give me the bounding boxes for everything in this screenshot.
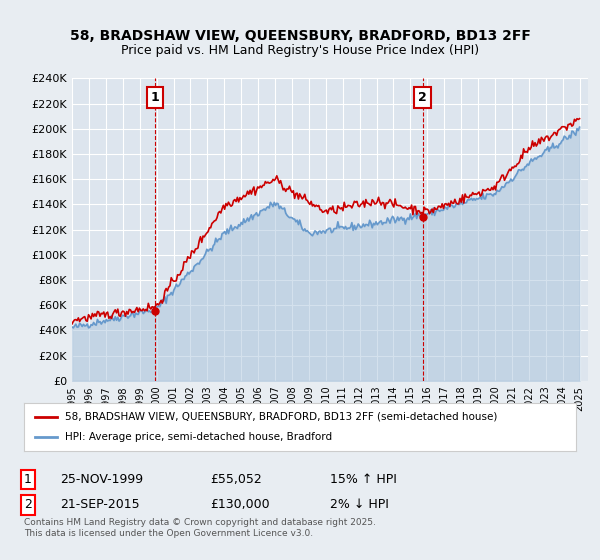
Text: 25-NOV-1999: 25-NOV-1999 bbox=[60, 473, 143, 486]
Text: 2% ↓ HPI: 2% ↓ HPI bbox=[330, 498, 389, 511]
Text: HPI: Average price, semi-detached house, Bradford: HPI: Average price, semi-detached house,… bbox=[65, 432, 332, 442]
Text: 58, BRADSHAW VIEW, QUEENSBURY, BRADFORD, BD13 2FF: 58, BRADSHAW VIEW, QUEENSBURY, BRADFORD,… bbox=[70, 29, 530, 44]
Text: 1: 1 bbox=[24, 473, 32, 486]
Text: 1: 1 bbox=[151, 91, 159, 104]
Text: 15% ↑ HPI: 15% ↑ HPI bbox=[330, 473, 397, 486]
Text: Price paid vs. HM Land Registry's House Price Index (HPI): Price paid vs. HM Land Registry's House … bbox=[121, 44, 479, 57]
Text: £55,052: £55,052 bbox=[210, 473, 262, 486]
Text: 58, BRADSHAW VIEW, QUEENSBURY, BRADFORD, BD13 2FF (semi-detached house): 58, BRADSHAW VIEW, QUEENSBURY, BRADFORD,… bbox=[65, 412, 498, 422]
Text: Contains HM Land Registry data © Crown copyright and database right 2025.
This d: Contains HM Land Registry data © Crown c… bbox=[24, 518, 376, 538]
Text: 2: 2 bbox=[24, 498, 32, 511]
Text: 21-SEP-2015: 21-SEP-2015 bbox=[60, 498, 140, 511]
Text: £130,000: £130,000 bbox=[210, 498, 269, 511]
Text: 2: 2 bbox=[418, 91, 427, 104]
